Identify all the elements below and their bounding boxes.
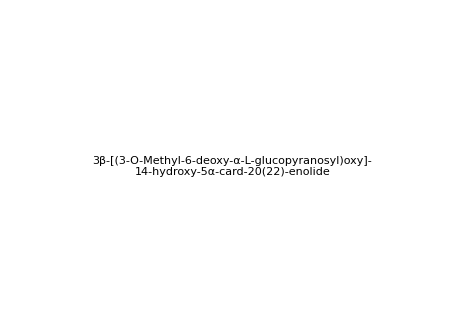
Text: 3β-[(3-O-Methyl-6-deoxy-α-L-glucopyranosyl)oxy]-
14-hydroxy-5α-card-20(22)-enoli: 3β-[(3-O-Methyl-6-deoxy-α-L-glucopyranos… — [93, 156, 372, 177]
